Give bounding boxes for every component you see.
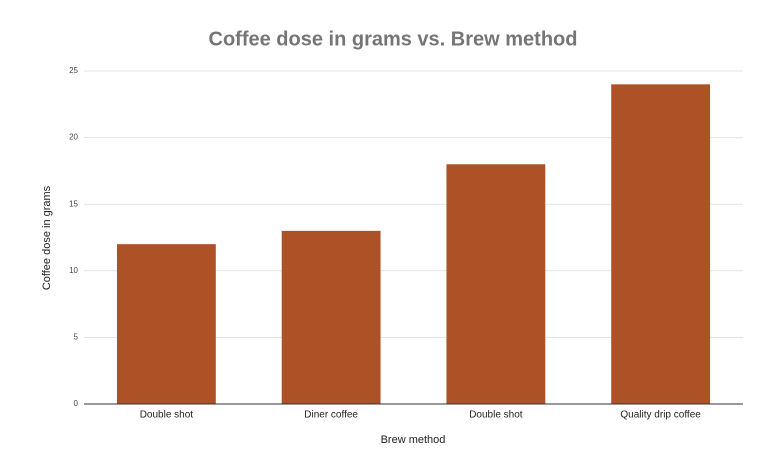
y-tick-label: 5 bbox=[74, 333, 79, 342]
x-tick-label: Quality drip coffee bbox=[620, 410, 701, 421]
bar bbox=[281, 230, 381, 404]
bar bbox=[116, 244, 216, 404]
bar bbox=[446, 164, 546, 404]
y-tick-label: 10 bbox=[69, 266, 78, 275]
x-tick-label: Diner coffee bbox=[304, 410, 358, 421]
y-tick-label: 20 bbox=[69, 133, 78, 142]
x-tick-label: Double shot bbox=[140, 410, 194, 421]
y-tick-label: 25 bbox=[69, 66, 78, 75]
y-tick-label: 15 bbox=[69, 199, 78, 208]
bar bbox=[611, 84, 711, 404]
y-tick-label: 0 bbox=[74, 399, 79, 408]
x-axis-title: Brew method bbox=[381, 434, 446, 446]
chart-title: Coffee dose in grams vs. Brew method bbox=[209, 28, 578, 50]
y-axis-title: Coffee dose in grams bbox=[41, 185, 53, 290]
x-tick-label: Double shot bbox=[469, 410, 523, 421]
